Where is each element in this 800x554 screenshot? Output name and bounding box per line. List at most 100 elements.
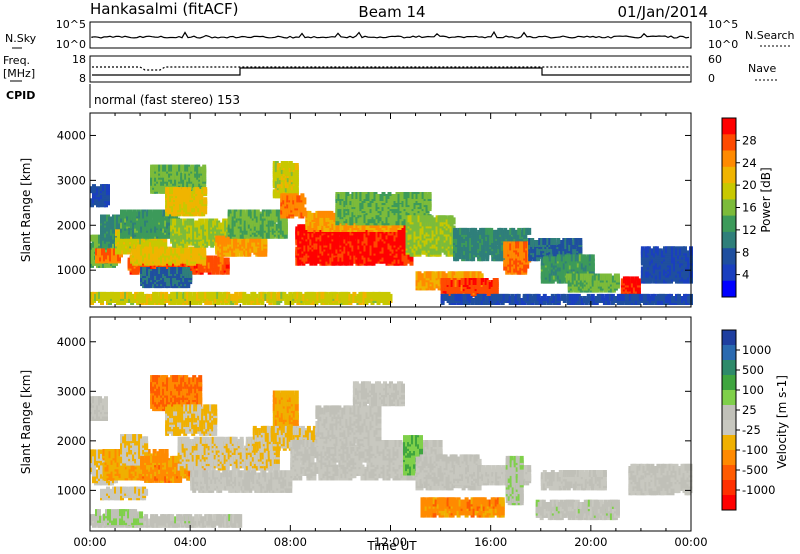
power-colorbar-swatch-0 — [722, 118, 736, 135]
nave-label: Nave — [748, 62, 776, 75]
velocity-region-20 — [540, 470, 607, 491]
velocity-colorbar-tick-label-4: -25 — [742, 423, 761, 437]
power-colorbar-swatch-10 — [722, 280, 736, 298]
velocity-ytick-label-3: 4000 — [57, 335, 86, 349]
time-tick-label-3: 12:00 — [374, 535, 407, 549]
velocity-region-4 — [120, 434, 149, 466]
velocity-colorbar-swatch-5 — [722, 405, 736, 421]
power-ytick-label-3: 4000 — [57, 128, 86, 142]
power-region-19 — [405, 215, 456, 257]
power-ytick-label-2: 3000 — [57, 173, 86, 187]
velocity-colorbar-swatch-3 — [722, 375, 736, 391]
time-tick-label-2: 08:00 — [274, 535, 307, 549]
velocity-y-axis-label: Slant Range [km] — [19, 370, 33, 474]
freq-trace — [92, 67, 690, 76]
nsearch-tick-top: 10^5 — [708, 18, 738, 31]
power-region-9 — [150, 164, 207, 194]
power-y-axis-label: Slant Range [km] — [19, 158, 33, 262]
power-colorbar-swatch-9 — [722, 264, 736, 282]
nave-tick-bottom: 0 — [708, 72, 715, 85]
power-data — [90, 161, 693, 305]
power-region-28 — [640, 246, 693, 284]
power-colorbar-swatch-5 — [722, 199, 736, 217]
time-tick-label-4: 16:00 — [474, 535, 507, 549]
power-region-7 — [130, 246, 207, 266]
velocity-colorbar-swatch-4 — [722, 390, 736, 406]
power-colorbar-swatch-7 — [722, 231, 736, 249]
velocity-colorbar-swatch-6 — [722, 420, 736, 436]
freq-panel-frame — [89, 55, 692, 83]
power-colorbar-tick-label-1: 24 — [742, 156, 757, 170]
velocity-ytick-label-1: 2000 — [57, 434, 86, 448]
time-tick-label-5: 20:00 — [574, 535, 607, 549]
beam-title: Beam 14 — [358, 3, 425, 21]
nsearch-tick-bottom: 10^0 — [708, 38, 738, 51]
velocity-region-13 — [315, 405, 382, 446]
velocity-colorbar-label: Velocity [m s-1] — [775, 375, 789, 469]
velocity-ytick-label-0: 1000 — [57, 483, 86, 497]
nsky-tick-top: 10^5 — [56, 18, 86, 31]
power-region-8 — [140, 267, 193, 289]
velocity-region-9 — [190, 470, 293, 493]
freq-label: Freq. — [3, 54, 30, 67]
nsky-panel-frame — [89, 21, 692, 49]
power-colorbar-swatch-8 — [722, 248, 736, 265]
velocity-region-22 — [628, 463, 693, 496]
power-colorbar-tick-label-3: 16 — [742, 201, 757, 215]
velocity-colorbar-tick-label-3: 25 — [742, 403, 757, 417]
power-region-15 — [280, 193, 307, 219]
power-colorbar-swatch-2 — [722, 150, 736, 168]
velocity-region-14 — [352, 381, 405, 407]
velocity-axes: 1000 2000 3000 4000 — [57, 317, 691, 531]
time-axis-label: Time UT — [366, 539, 417, 553]
freq-tick-bottom: 8 — [79, 72, 86, 85]
velocity-data — [90, 375, 693, 528]
power-ytick-label-0: 1000 — [57, 263, 86, 277]
velocity-colorbar-tick-label-5: -100 — [742, 443, 768, 457]
velocity-colorbar-swatch-1 — [722, 345, 736, 361]
power-colorbar: 28 24 20 16 12 8 4 — [721, 117, 757, 298]
nave-tick-top: 60 — [708, 53, 722, 66]
velocity-ytick-label-2: 3000 — [57, 384, 86, 398]
power-region-10 — [165, 187, 208, 217]
power-region-26 — [565, 273, 620, 293]
cpid-label: CPID — [6, 89, 35, 102]
velocity-colorbar-swatch-0 — [722, 330, 736, 346]
velocity-colorbar-tick-label-1: 500 — [742, 363, 764, 377]
velocity-colorbar-tick-label-0: 1000 — [742, 343, 771, 357]
velocity-colorbar: 1000 500 100 25 -25 -100 -500 -1000 — [721, 329, 775, 511]
velocity-region-10 — [272, 390, 299, 431]
power-colorbar-tick-label-6: 4 — [742, 268, 749, 282]
velocity-colorbar-swatch-9 — [722, 465, 736, 481]
velocity-colorbar-swatch-7 — [722, 435, 736, 451]
power-region-30 — [440, 293, 693, 305]
nsky-tick-bottom: 10^0 — [56, 38, 86, 51]
time-tick-label-0: 00:00 — [73, 535, 106, 549]
power-ytick-label-1: 2000 — [57, 218, 86, 232]
velocity-colorbar-swatch-10 — [722, 480, 736, 496]
power-region-23 — [503, 241, 532, 275]
power-region-14 — [272, 161, 299, 199]
power-colorbar-tick-label-2: 20 — [742, 178, 757, 192]
velocity-region-21 — [535, 499, 620, 521]
velocity-region-17 — [420, 497, 505, 518]
velocity-colorbar-swatch-11 — [722, 495, 736, 511]
station-title: Hankasalmi (fitACF) — [90, 0, 238, 18]
nsearch-label: N.Search — [745, 29, 795, 42]
power-region-13 — [227, 209, 288, 239]
power-colorbar-label: Power [dB] — [759, 167, 773, 232]
power-region-21 — [440, 278, 499, 298]
power-axes: 1000 2000 3000 4000 — [57, 113, 691, 307]
power-colorbar-swatch-3 — [722, 166, 736, 184]
velocity-region-24 — [95, 509, 144, 526]
power-colorbar-swatch-4 — [722, 183, 736, 200]
nsky-label: N.Sky — [5, 32, 37, 45]
velocity-region-19 — [505, 455, 524, 506]
velocity-colorbar-tick-label-2: 100 — [742, 383, 764, 397]
time-axis-ticks: 00:00 04:00 08:00 12:00 16:00 20:00 00:00 — [73, 535, 707, 549]
velocity-region-6 — [150, 375, 203, 412]
cpid-mode-text: normal (fast stereo) 153 — [94, 93, 240, 107]
date-title: 01/Jan/2014 — [618, 3, 709, 21]
velocity-region-3 — [100, 486, 149, 501]
power-colorbar-swatch-1 — [722, 134, 736, 152]
